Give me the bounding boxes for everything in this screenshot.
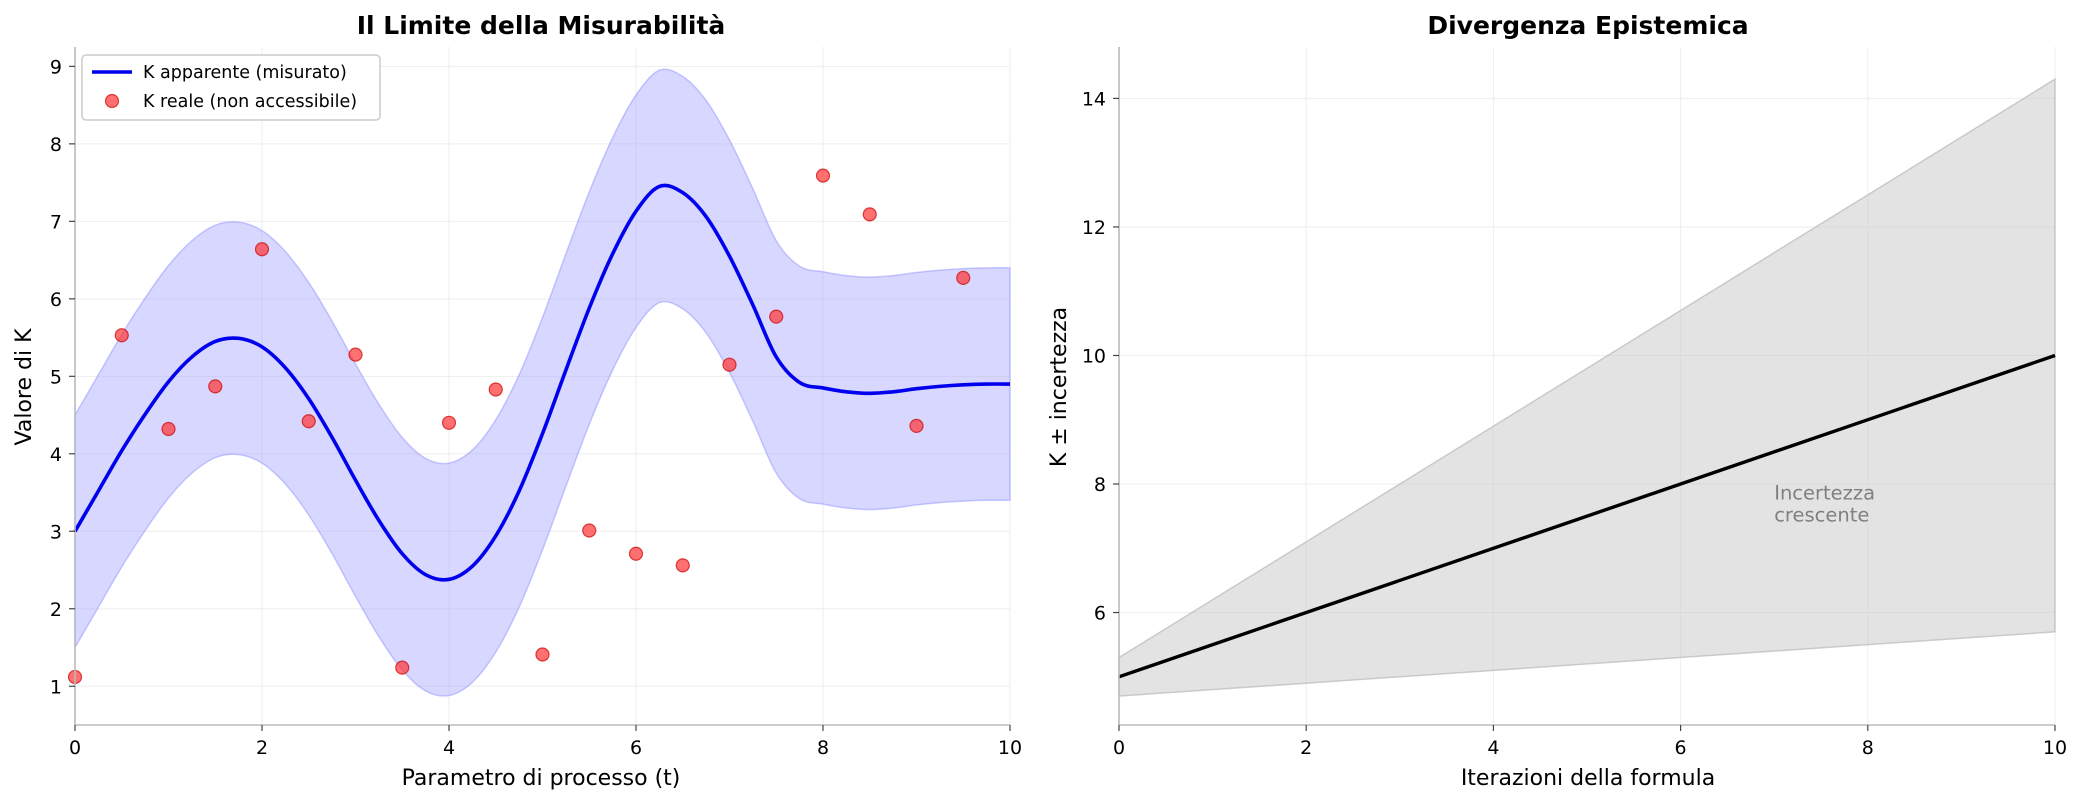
x-tick-label: 2 bbox=[256, 737, 268, 759]
chart-title: Divergenza Epistemica bbox=[1427, 11, 1748, 40]
y-tick-labels: 1 2 3 4 5 6 7 8 9 bbox=[50, 56, 62, 698]
y-tick-label: 9 bbox=[50, 56, 62, 78]
scatter-point bbox=[909, 418, 924, 434]
x-tick-label: 10 bbox=[2043, 737, 2067, 759]
y-tick-label: 5 bbox=[50, 366, 62, 388]
scatter-point bbox=[348, 347, 363, 362]
grid bbox=[74, 47, 1011, 725]
scatter-point bbox=[395, 660, 410, 675]
legend: K apparente (misurato) K reale (non acce… bbox=[81, 54, 381, 121]
x-tick-label: 4 bbox=[1487, 737, 1499, 759]
x-tick-label: 10 bbox=[998, 737, 1022, 759]
y-tick-label: 8 bbox=[1094, 474, 1106, 496]
y-tick-label: 6 bbox=[50, 289, 62, 311]
legend-box bbox=[81, 54, 381, 121]
x-tick-label: 0 bbox=[69, 737, 81, 759]
axes bbox=[1113, 47, 2056, 731]
scatter-point bbox=[862, 207, 877, 222]
y-tick-label: 7 bbox=[50, 211, 62, 233]
scatter-point bbox=[956, 270, 971, 286]
chart-misurabilita: Il Limite della Misurabilità 0 2 4 6 8 10 123… bbox=[12, 11, 1022, 791]
y-tick-label: 4 bbox=[50, 444, 62, 466]
y-tick-label: 14 bbox=[1082, 88, 1106, 110]
scatter-point bbox=[301, 414, 316, 429]
y-tick-label: 1 bbox=[50, 676, 62, 698]
annotation-line-1: Incertezza bbox=[1774, 481, 1875, 504]
scatter-point bbox=[675, 558, 690, 573]
scatter-point bbox=[628, 546, 644, 561]
legend-entry-1: K apparente (misurato) bbox=[143, 63, 347, 83]
x-tick-label: 0 bbox=[1113, 737, 1125, 759]
annotation-line-2: crescente bbox=[1774, 503, 1869, 526]
axes bbox=[69, 47, 1011, 731]
scatter-point bbox=[488, 382, 503, 397]
x-axis-label: Iterazioni della formula bbox=[1461, 766, 1715, 791]
scatter-point bbox=[722, 357, 737, 372]
x-tick-labels: 0 2 4 6 8 10 bbox=[1113, 737, 2067, 759]
x-axis-label: Parametro di processo (t) bbox=[402, 766, 681, 791]
y-tick-label: 12 bbox=[1082, 217, 1106, 239]
legend-marker-icon bbox=[104, 93, 120, 109]
scatter-point bbox=[161, 421, 176, 437]
legend-entry-2: K reale (non accessibile) bbox=[143, 92, 357, 112]
x-tick-label: 8 bbox=[1862, 737, 1874, 759]
y-tick-label: 3 bbox=[50, 521, 62, 543]
scatter-point bbox=[769, 309, 784, 324]
y-tick-label: 10 bbox=[1082, 345, 1106, 367]
line-k bbox=[1118, 353, 2056, 679]
uncertainty-band bbox=[74, 68, 1011, 697]
scatter-k-reale bbox=[67, 168, 971, 685]
x-tick-label: 2 bbox=[1300, 737, 1312, 759]
scatter-point bbox=[815, 168, 831, 183]
scatter-point bbox=[535, 647, 550, 662]
y-tick-label: 2 bbox=[50, 599, 62, 621]
scatter-point bbox=[208, 379, 223, 394]
y-tick-label: 6 bbox=[1094, 603, 1106, 625]
y-tick-label: 8 bbox=[50, 134, 62, 156]
chart-divergenza: Divergenza Epistemica 0 2 4 6 8 10 6 8 10 12 14 I… bbox=[1047, 11, 2067, 791]
scatter-point bbox=[582, 523, 597, 538]
x-tick-label: 4 bbox=[443, 737, 455, 759]
line-k-apparente bbox=[73, 183, 1011, 582]
y-tick-labels: 6 8 10 12 14 bbox=[1082, 88, 1106, 624]
scatter-point bbox=[254, 242, 270, 257]
y-axis-label: K ± incertezza bbox=[1047, 307, 1072, 467]
scatter-point bbox=[441, 415, 457, 430]
chart-title: Il Limite della Misurabilità bbox=[357, 11, 726, 40]
scatter-point bbox=[114, 328, 129, 343]
x-tick-label: 6 bbox=[1675, 737, 1687, 759]
x-tick-labels: 0 2 4 6 8 10 bbox=[69, 737, 1022, 759]
y-axis-label: Valore di K bbox=[12, 328, 37, 446]
x-tick-label: 8 bbox=[817, 737, 829, 759]
x-tick-label: 6 bbox=[630, 737, 642, 759]
